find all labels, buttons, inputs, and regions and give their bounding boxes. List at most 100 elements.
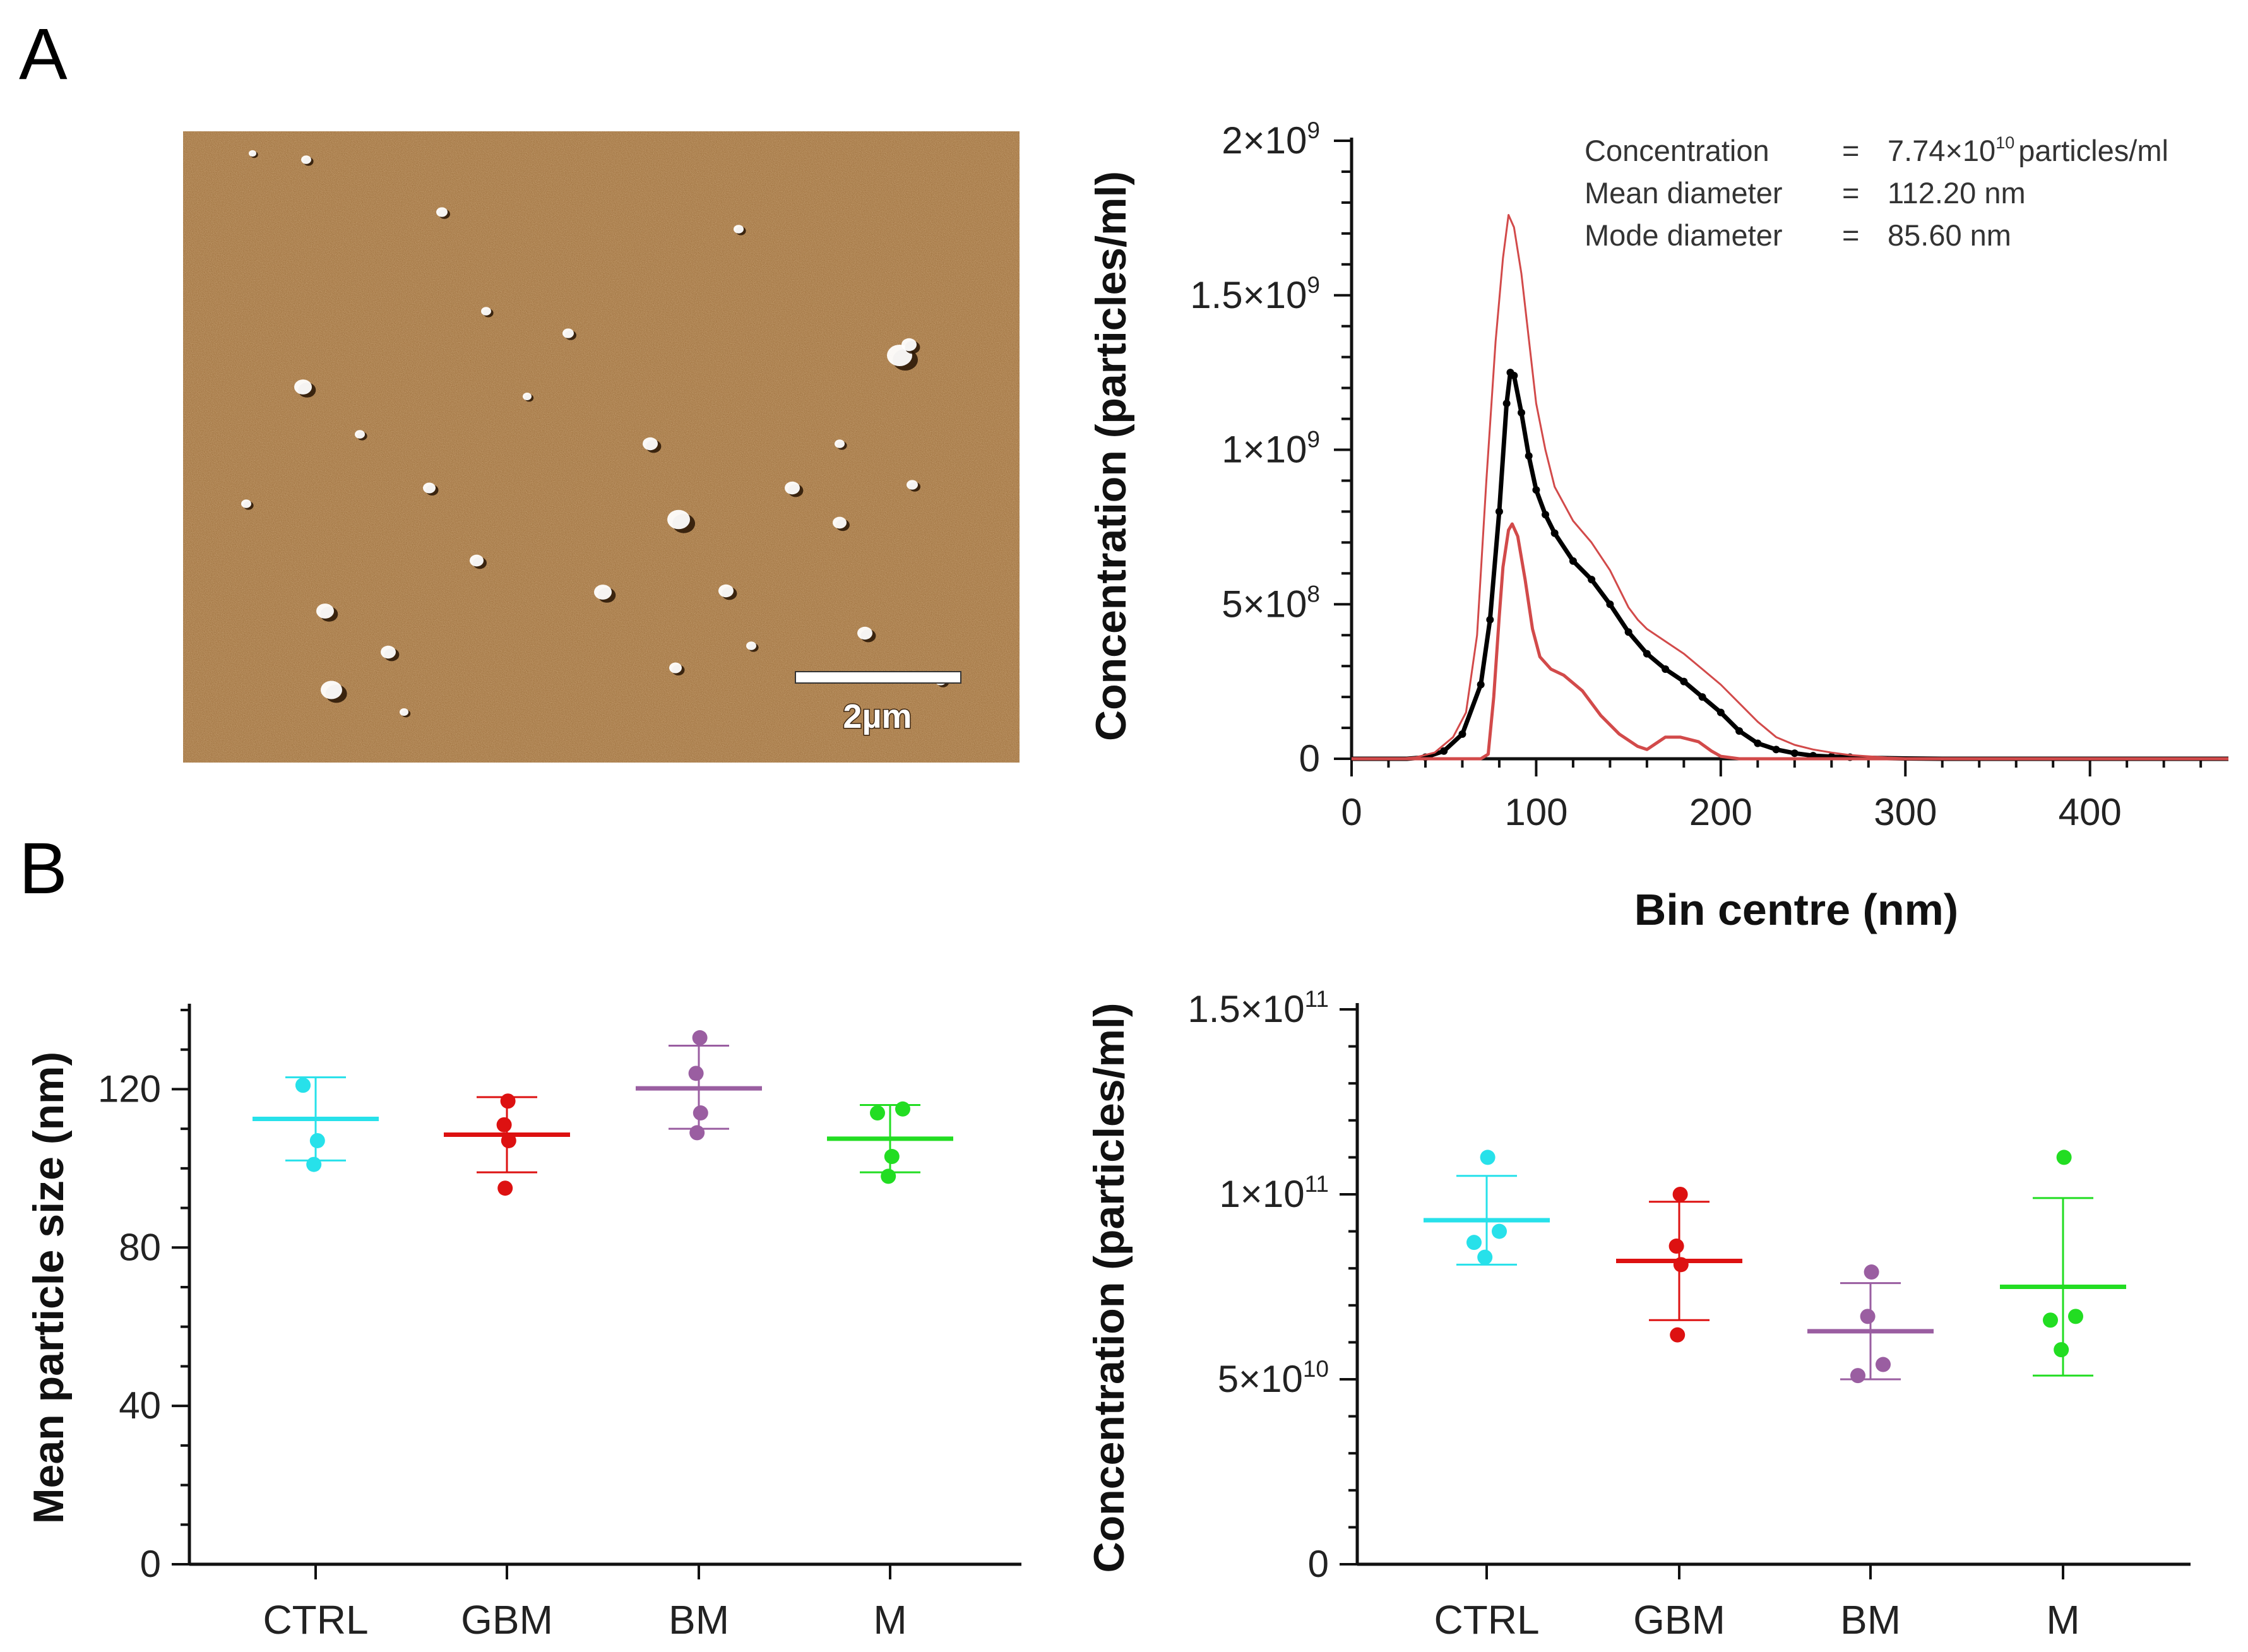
data-point [884,1149,900,1165]
data-point [1672,1187,1688,1202]
y-axis-title: Concentration (particles/ml) [1087,171,1135,741]
y-tick-label: 0 [1308,1543,1329,1585]
data-point [1864,1264,1879,1280]
afm-particle [523,393,532,400]
series-mean-point [1525,452,1533,460]
data-point [306,1156,322,1172]
series-mean-point [1495,508,1503,516]
series-mean-point [1569,557,1577,565]
data-point [309,1132,325,1148]
data-point [2054,1342,2069,1358]
afm-particle [857,626,872,640]
data-point [1477,1249,1493,1265]
series-mean-point [1624,628,1632,636]
data-point [295,1078,311,1093]
afm-particle [481,307,491,316]
data-point [689,1125,705,1141]
afm-particle [594,585,612,600]
series-mean-point [1716,708,1725,716]
y-tick-label: 1.5×109 [1190,272,1320,316]
afm-particle [734,225,744,234]
afm-particle [643,437,658,451]
afm-particle [241,499,251,508]
data-point [2043,1312,2058,1328]
y-tick-label: 40 [119,1384,161,1427]
series-mean-point [1790,749,1799,758]
afm-particle [907,480,918,490]
y-tick-label: 1×109 [1222,427,1320,471]
afm-particle [436,207,448,217]
panel-label-b: B [19,828,68,909]
series-mean-point [1606,600,1614,609]
stat-mode-value: 85.60 nm [1888,218,2011,252]
nta-stats: Concentration = 7.74×1010 particles/ml Me… [1585,133,2168,252]
y-tick-label: 2×109 [1222,117,1320,162]
series-mean-point [1458,730,1466,738]
scale-bar [795,671,961,684]
scale-bar-label: 2µm [843,698,912,735]
series-mean-point [1477,680,1485,689]
data-point [1492,1223,1507,1239]
series-mean-point [1643,650,1651,658]
stat-mode-eq: = [1842,218,1859,252]
series-mean-point [1440,747,1448,755]
x-tick-label: 400 [2059,791,2122,833]
x-axis-title: Bin centre (nm) [1634,885,1958,934]
afm-micrograph: 2µm [183,131,1020,763]
stat-concentration-eq: = [1842,134,1859,167]
data-point [2068,1309,2083,1324]
series-mean-point [1550,529,1559,537]
y-tick-label: 5×108 [1222,581,1320,625]
data-point [692,1030,708,1045]
series-mean-point [1518,408,1526,417]
x-tick-label: BM [1840,1597,1901,1643]
x-tick-label: GBM [1633,1597,1725,1643]
x-tick-label: M [873,1597,907,1643]
stat-mean-label: Mean diameter [1585,176,1783,210]
series-mean-point [1588,576,1596,584]
data-point [497,1180,513,1196]
data-point [1466,1235,1482,1251]
afm-particle [718,584,734,598]
x-tick-label: CTRL [1434,1597,1539,1643]
series-mean-point [1680,677,1688,686]
series-mean-point [1502,400,1511,408]
series-mean-point [1698,693,1706,701]
afm-particle [833,516,847,529]
data-point [2056,1150,2072,1165]
data-point [1850,1368,1865,1384]
data-point [1670,1327,1686,1343]
data-point [500,1093,516,1109]
afm-particle [835,439,845,448]
y-tick-label: 5×1010 [1218,1356,1329,1400]
y-tick-label: 1.5×1011 [1187,986,1329,1030]
data-point [870,1105,885,1121]
x-tick-label: CTRL [263,1597,368,1643]
series-upper-line [1352,214,2228,760]
y-tick-label: 80 [119,1226,161,1268]
afm-particle [470,554,484,567]
data-point [895,1101,910,1117]
data-point [1480,1150,1496,1165]
data-point [501,1132,516,1148]
y-axis-title: Concentration (particles/ml) [1085,1002,1133,1572]
data-point [881,1168,896,1184]
afm-particle [355,430,365,439]
series-mean-point [1735,727,1744,735]
stat-mean-eq: = [1842,176,1859,210]
series-mean-point [1754,739,1762,747]
afm-particle [669,662,682,674]
series-mean-point [1662,665,1670,674]
afm-particle [667,509,690,530]
series-lower-line [1352,522,2228,761]
data-point [688,1066,704,1081]
afm-particle [249,150,256,157]
afm-particle [423,482,436,494]
data-point [496,1117,512,1132]
afm-image: 2µm [183,131,1020,763]
stat-concentration-label: Concentration [1585,134,1769,167]
stat-mode-label: Mode diameter [1585,218,1783,252]
